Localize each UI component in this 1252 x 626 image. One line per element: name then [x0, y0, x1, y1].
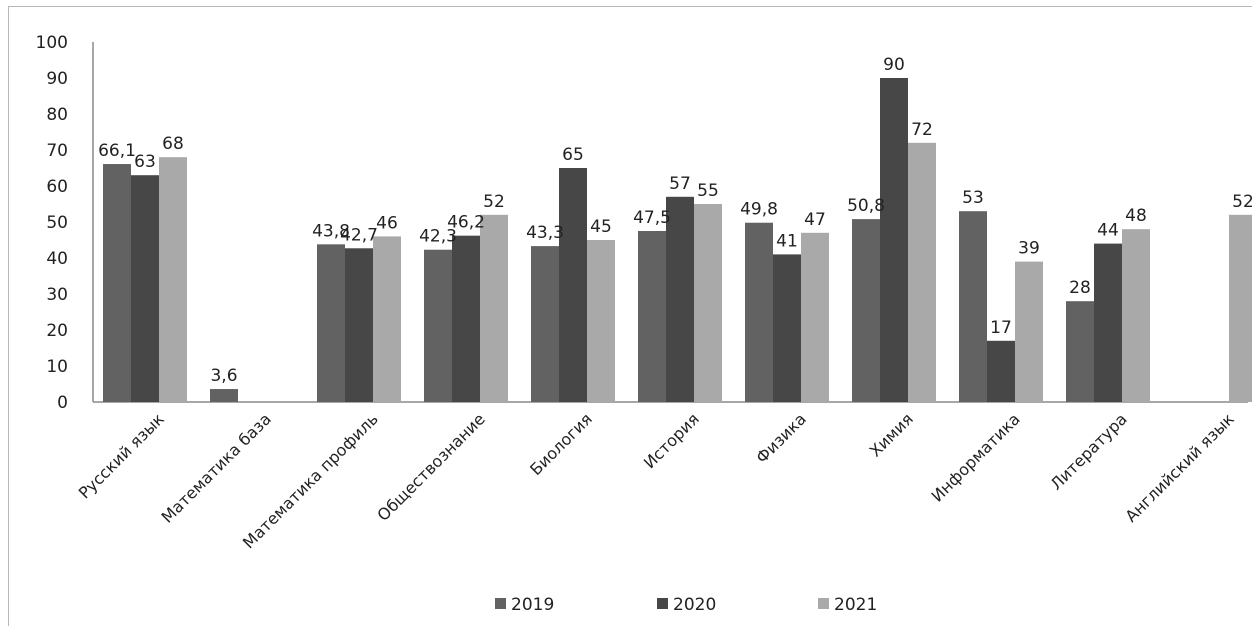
chart-frame [8, 6, 1252, 626]
bar-2020-5 [559, 168, 587, 402]
bar-2019-5 [531, 246, 559, 402]
legend-label: 2019 [511, 595, 554, 615]
category-label: Физика [752, 409, 810, 467]
legend-swatch [495, 598, 506, 609]
bar-2019-8 [852, 219, 880, 402]
y-tick-label: 10 [46, 357, 68, 377]
data-label: 66,1 [98, 141, 136, 161]
bar-2020-3 [345, 248, 373, 402]
y-tick-label: 70 [46, 141, 68, 161]
bar-2021-10 [1122, 229, 1150, 402]
bar-2021-11 [1229, 214, 1252, 402]
bar-2020-1 [131, 175, 159, 402]
bar-2021-1 [159, 157, 187, 402]
y-tick-label: 100 [36, 33, 68, 53]
bar-2020-7 [773, 254, 801, 402]
category-label: Информатика [928, 409, 1024, 505]
legend-label: 2021 [834, 595, 877, 615]
bar-2020-10 [1094, 243, 1122, 402]
data-label: 42,3 [419, 227, 457, 247]
y-tick-label: 20 [46, 321, 68, 341]
bar-2021-5 [587, 240, 615, 402]
data-label: 17 [990, 318, 1012, 338]
bar-2020-8 [880, 78, 908, 402]
bar-2019-10 [1066, 301, 1094, 402]
data-label: 53 [962, 188, 984, 208]
data-label: 52 [1232, 192, 1252, 212]
data-label: 72 [911, 120, 933, 140]
data-label: 63 [134, 152, 156, 172]
data-label: 3,6 [210, 366, 237, 386]
data-label: 45 [590, 217, 612, 237]
bar-2021-8 [908, 142, 936, 403]
category-label: Математика база [158, 409, 275, 526]
data-label: 50,8 [847, 196, 885, 216]
legend-swatch [657, 598, 668, 609]
bar-2019-9 [959, 211, 987, 402]
bar-2019-7 [745, 222, 773, 402]
data-label: 52 [483, 192, 505, 212]
bars [103, 78, 1252, 403]
category-label: Химия [866, 409, 917, 460]
legend: 2019 2020 2021 [495, 595, 877, 615]
bar-2019-4 [424, 249, 452, 402]
bar-2019-1 [103, 164, 131, 402]
bar-2021-7 [801, 232, 829, 402]
data-label: 47,5 [633, 208, 671, 228]
data-label: 46 [376, 213, 398, 233]
y-tick-label: 90 [46, 69, 68, 89]
data-labels: 66,1 3,6 43,8 42,3 43,3 47,5 49,8 50,8 53 28 63 42,… [98, 55, 1252, 386]
y-tick-label: 30 [46, 285, 68, 305]
bar-2020-4 [452, 235, 480, 402]
data-label: 48 [1125, 206, 1147, 226]
data-label: 46,2 [447, 213, 485, 233]
data-label: 42,7 [340, 225, 378, 245]
y-tick-label: 0 [57, 393, 68, 413]
bar-2021-3 [373, 236, 401, 402]
bar-2020-6 [666, 196, 694, 402]
data-label: 41 [776, 231, 798, 251]
y-tick-label: 60 [46, 177, 68, 197]
data-label: 55 [697, 181, 719, 201]
bar-2019-6 [638, 231, 666, 402]
bar-2021-4 [480, 214, 508, 402]
y-tick-label: 50 [46, 213, 68, 233]
category-label: История [640, 409, 703, 472]
category-label: Биология [526, 409, 596, 479]
legend-label: 2020 [673, 595, 716, 615]
data-label: 68 [162, 134, 184, 154]
data-label: 49,8 [740, 200, 778, 220]
data-label: 44 [1097, 221, 1119, 241]
data-label: 65 [562, 145, 584, 165]
y-axis: 0 10 20 30 40 50 60 70 80 90 100 [36, 33, 94, 413]
bar-2019-3 [317, 244, 345, 402]
data-label: 90 [883, 55, 905, 75]
data-label: 43,3 [526, 223, 564, 243]
bar-2019-2 [210, 389, 238, 402]
category-label: Литература [1046, 409, 1130, 493]
legend-swatch [818, 598, 829, 609]
category-label: Русский язык [75, 409, 168, 502]
y-tick-label: 80 [46, 105, 68, 125]
data-label: 57 [669, 174, 691, 194]
data-label: 28 [1069, 278, 1091, 298]
bar-2020-9 [987, 340, 1015, 402]
data-label: 39 [1018, 239, 1040, 259]
category-label: Английский язык [1121, 409, 1238, 526]
category-label: Обществознание [373, 409, 488, 524]
y-tick-label: 40 [46, 249, 68, 269]
data-label: 47 [804, 210, 826, 230]
bar-2021-6 [694, 204, 722, 402]
bar-2021-9 [1015, 261, 1043, 402]
data-label: 43,8 [312, 221, 350, 241]
